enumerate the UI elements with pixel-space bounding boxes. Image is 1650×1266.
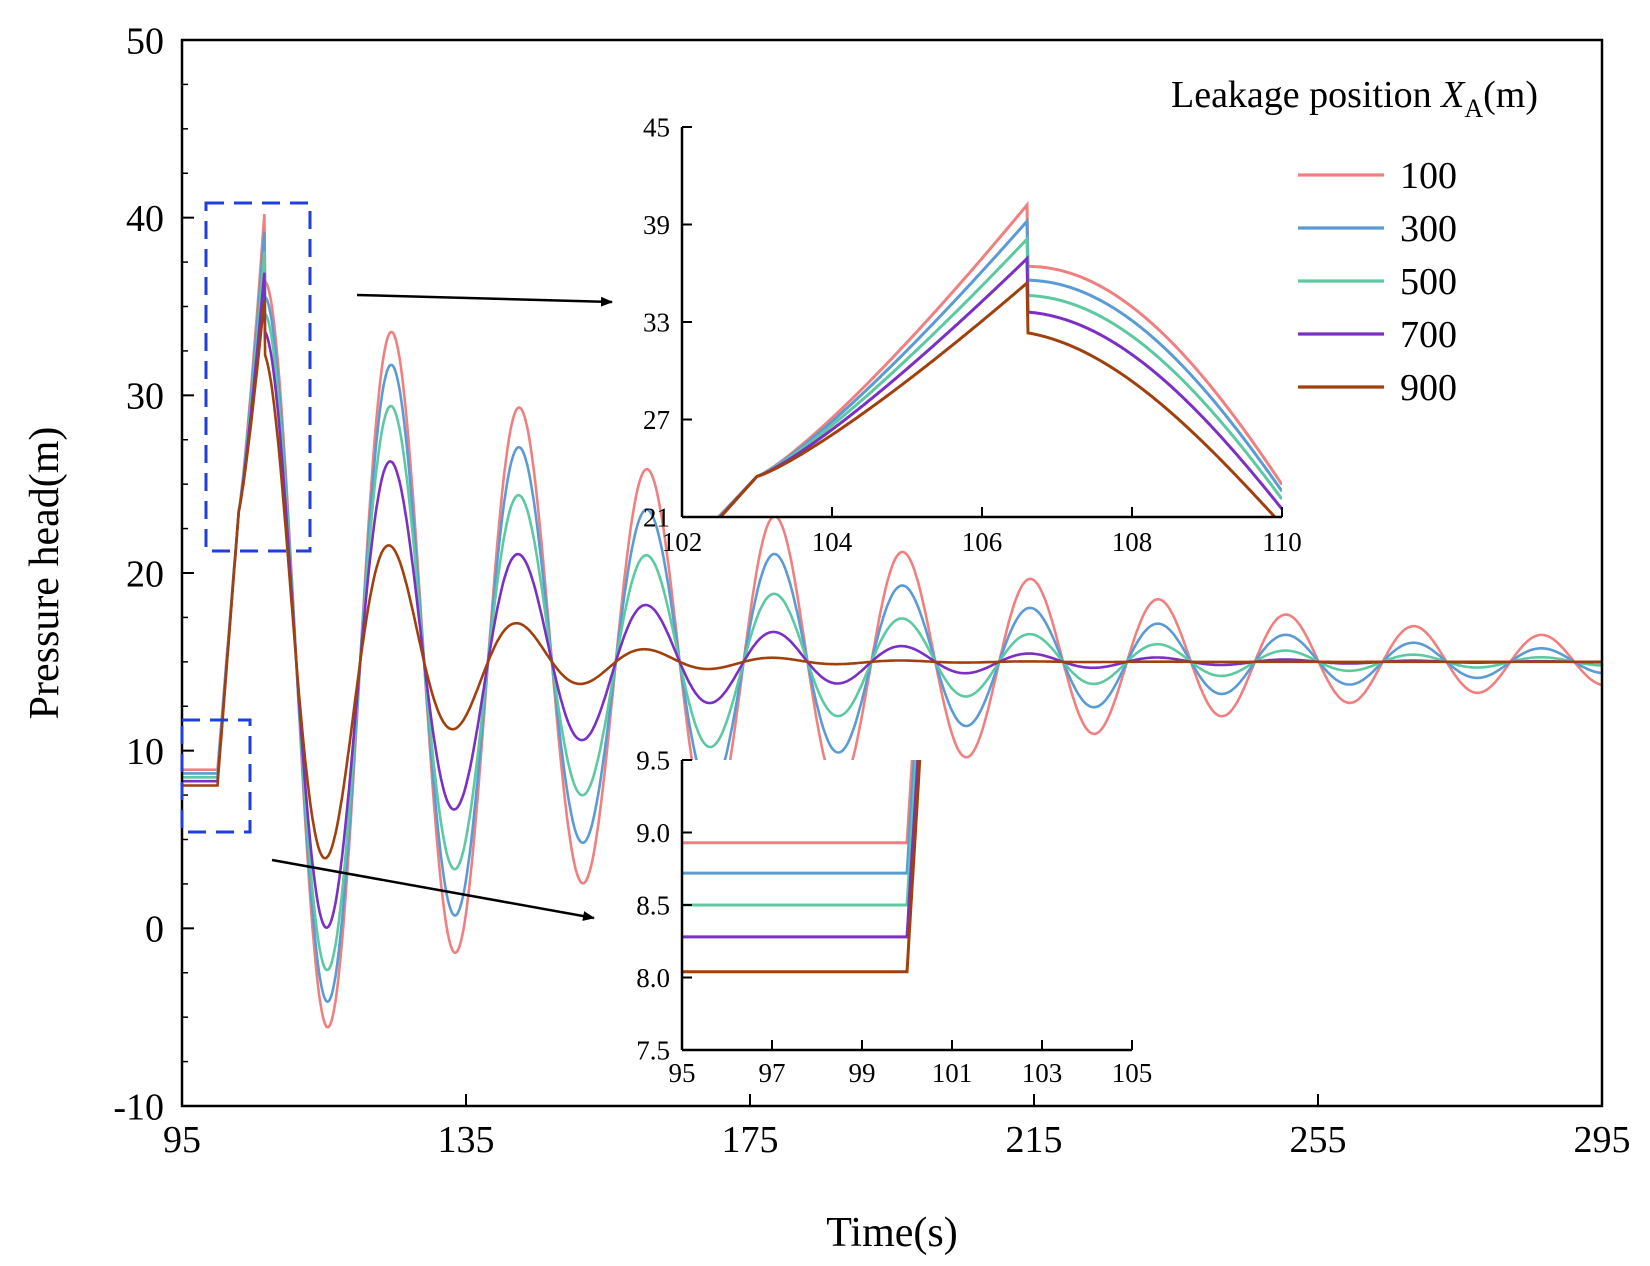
peak-inset-y-tick-label: 45 <box>643 112 670 142</box>
x-axis-title: Time(s) <box>826 1210 957 1256</box>
legend-label-300: 300 <box>1400 208 1457 250</box>
main-x-tick-label: 95 <box>163 1119 201 1161</box>
legend-label-700: 700 <box>1400 314 1457 356</box>
main-y-tick-label: 50 <box>126 20 164 62</box>
main-y-tick-label: 20 <box>126 553 164 595</box>
main-series-900 <box>182 299 1602 860</box>
peak-inset-x-tick-label: 108 <box>1112 527 1153 557</box>
initial-inset-series-900 <box>682 760 922 974</box>
peak-inset-axes: 102 104 106 108 110 21 27 33 39 45 <box>643 112 1302 557</box>
main-curves <box>182 213 1602 1029</box>
peak-inset-curves <box>716 200 1282 517</box>
initial-inset-x-tick-label: 97 <box>759 1058 786 1088</box>
peak-inset-y-tick-label: 33 <box>643 307 670 337</box>
legend-label-100: 100 <box>1400 155 1457 197</box>
main-y-tick-label: 40 <box>126 198 164 240</box>
initial-inset-y-tick-label: 7.5 <box>636 1035 670 1065</box>
initial-inset-y-tick-label: 8.0 <box>636 963 670 993</box>
peak-inset-x-tick-label: 104 <box>812 527 853 557</box>
initial-inset-axes: 95 97 99 101 103 105 7.5 8.0 8.5 9.0 9.5 <box>636 745 1152 1088</box>
main-y-tick-label: 0 <box>145 909 164 951</box>
legend-title: Leakage position XA(m) <box>1171 74 1538 123</box>
peak-inset-x-tick-label: 106 <box>962 527 1003 557</box>
initial-inset-y-tick-label: 9.5 <box>636 745 670 775</box>
peak-inset-x-tick-label: 102 <box>662 527 703 557</box>
legend-label-900: 900 <box>1400 367 1457 409</box>
main-axes: 95 135 175 215 255 295 -10 0 10 20 30 40 50 <box>113 20 1630 1161</box>
initial-inset-x-tick-label: 101 <box>932 1058 973 1088</box>
main-x-tick-label: 255 <box>1290 1119 1347 1161</box>
main-series-500 <box>182 251 1602 972</box>
initial-inset-x-tick-label: 103 <box>1022 1058 1063 1088</box>
initial-inset-series-100 <box>682 760 914 845</box>
peak-inset-y-tick-label: 39 <box>643 210 670 240</box>
initial-inset-series-500 <box>682 760 918 907</box>
initial-inset-x-tick-label: 95 <box>669 1058 696 1088</box>
main-x-tick-label: 135 <box>438 1119 495 1161</box>
initial-inset-series-700 <box>682 760 920 939</box>
initial-inset-y-tick-label: 8.5 <box>636 890 670 920</box>
y-axis-title: Pressure head(m) <box>22 427 68 720</box>
main-y-tick-label: 10 <box>126 731 164 773</box>
initial-inset-y-tick-label: 9.0 <box>636 818 670 848</box>
peak-zoom-arrow <box>356 293 613 307</box>
legend: Leakage position XA(m) 100 300 500 700 900 <box>1171 74 1538 409</box>
peak-inset-y-tick-label: 21 <box>643 502 670 532</box>
peak-inset-y-tick-label: 27 <box>643 405 670 435</box>
initial-zoom-box <box>180 718 252 834</box>
initial-inset-series-300 <box>682 760 916 875</box>
legend-label-500: 500 <box>1400 261 1457 303</box>
initial-inset-curves <box>682 760 922 974</box>
peak-inset-series-900 <box>718 279 1277 517</box>
main-y-tick-label: -10 <box>113 1086 164 1128</box>
initial-inset-x-tick-label: 99 <box>849 1058 876 1088</box>
main-x-tick-label: 215 <box>1006 1119 1063 1161</box>
initial-inset-x-tick-label: 105 <box>1112 1058 1153 1088</box>
main-x-tick-label: 175 <box>722 1119 779 1161</box>
peak-zoom-box <box>204 201 312 553</box>
main-x-tick-label: 295 <box>1574 1119 1631 1161</box>
peak-inset-x-tick-label: 110 <box>1262 527 1302 557</box>
main-y-tick-label: 30 <box>126 376 164 418</box>
initial-zoom-arrow <box>271 858 595 921</box>
